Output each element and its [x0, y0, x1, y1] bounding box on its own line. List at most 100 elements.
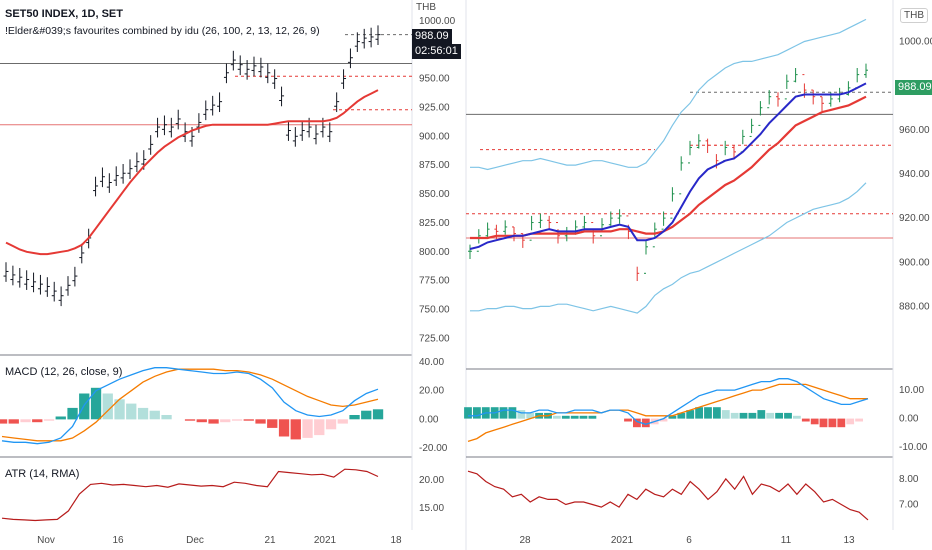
time-axis-tick-left: 2021	[314, 535, 337, 546]
atr-line-left	[1, 468, 379, 522]
macd-hist-bar-right	[668, 415, 677, 419]
macd-axis-tick-right: 0.00	[899, 414, 919, 425]
macd-hist-bar-right	[641, 418, 650, 428]
macd-hist-bar-right	[686, 410, 695, 419]
macd-hist-bar	[255, 419, 266, 424]
macd-axis-tick-left: -20.00	[419, 443, 448, 454]
macd-hist-bar	[302, 419, 313, 438]
macd-hist-bar-right	[499, 407, 508, 419]
time-axis-tick-left: Nov	[37, 535, 55, 546]
price-axis-tick-left: 800.00	[419, 247, 450, 258]
price-axis-tick-left: 900.00	[419, 131, 450, 142]
currency-button-right[interactable]: THB	[900, 8, 928, 23]
ema-slow-line-left	[5, 89, 379, 256]
price-axis-tick-right: 960.00	[899, 125, 930, 136]
macd-hist-bar-right	[517, 410, 526, 419]
currency-label-left: THB	[416, 2, 436, 13]
macd-hist-bar-right	[855, 418, 863, 422]
macd-hist-bar-right	[464, 407, 472, 419]
macd-hist-bar-right	[473, 407, 481, 419]
macd-line-right	[468, 378, 869, 425]
price-axis-tick-left: 725.00	[419, 333, 450, 344]
price-axis-tick-left: 775.00	[419, 276, 450, 287]
countdown-label: 02:56:01	[412, 44, 461, 59]
time-axis-tick-left: 18	[390, 535, 402, 546]
macd-axis-tick-left: 40.00	[419, 357, 444, 368]
macd-hist-bar-right	[721, 410, 730, 419]
macd-hist-bar-right	[561, 415, 570, 419]
indicator-title[interactable]: !Elder&#039;s favourites combined by idu…	[5, 25, 320, 37]
macd-title[interactable]: MACD (12, 26, close, 9)	[5, 366, 123, 378]
macd-hist-bar-right	[579, 415, 588, 419]
macd-hist-bar-right	[739, 412, 748, 419]
macd-hist-bar	[137, 407, 149, 420]
time-axis-tick-right: 11	[781, 535, 792, 546]
atr-axis-tick-right: 7.00	[899, 500, 919, 511]
macd-hist-bar	[337, 419, 348, 424]
atr-axis-tick-left: 15.00	[419, 503, 444, 514]
price-axis-tick-left: 750.00	[419, 305, 450, 316]
macd-hist-bar	[278, 419, 290, 437]
price-axis-tick-left: 825.00	[419, 218, 450, 229]
last-price-label-right: 988.09	[895, 80, 932, 95]
macd-hist-bar	[220, 419, 231, 423]
time-axis-tick-left: 16	[112, 535, 124, 546]
price-axis-tick-right: 900.00	[899, 257, 930, 268]
time-axis-tick-left: 21	[264, 535, 276, 546]
time-axis-tick-right: 28	[519, 535, 531, 546]
bollinger-upper-line	[470, 18, 867, 171]
macd-hist-bar	[55, 416, 66, 420]
macd-hist-bar-right	[588, 415, 597, 419]
macd-hist-bar-right	[766, 412, 775, 419]
macd-hist-bar	[43, 419, 55, 421]
macd-hist-bar	[114, 399, 125, 420]
price-axis-tick-right: 940.00	[899, 169, 930, 180]
price-axis-tick-left: 850.00	[419, 189, 450, 200]
ema-slow-line-right	[470, 95, 867, 240]
bollinger-lower-line	[470, 182, 867, 314]
macd-hist-bar-right	[508, 407, 517, 419]
macd-hist-bar	[32, 419, 43, 423]
ema-fast-line-right	[469, 82, 867, 250]
macd-hist-bar	[161, 415, 172, 420]
macd-hist-bar-right	[633, 418, 641, 428]
macd-hist-bar	[243, 419, 254, 421]
macd-hist-bar-right	[713, 407, 721, 419]
price-axis-tick-right: 920.00	[899, 213, 930, 224]
macd-hist-bar-right	[793, 415, 801, 419]
macd-hist-bar-right	[757, 410, 766, 419]
time-axis-tick-left: Dec	[186, 535, 204, 546]
atr-axis-tick-right: 8.00	[899, 474, 919, 485]
chart-title: SET50 INDEX, 1D, SET	[5, 8, 123, 20]
macd-hist-bar	[184, 419, 196, 421]
atr-axis-tick-left: 20.00	[419, 475, 444, 486]
macd-hist-bar-right	[748, 412, 757, 419]
macd-hist-bar	[102, 393, 113, 420]
macd-hist-bar	[196, 419, 207, 423]
macd-hist-bar-right	[819, 418, 828, 428]
macd-hist-bar-right	[704, 407, 712, 419]
macd-hist-bar	[372, 409, 384, 420]
macd-hist-bar-right	[775, 412, 783, 419]
time-axis-tick-right: 6	[686, 535, 692, 546]
macd-hist-bar-right	[695, 407, 703, 419]
macd-hist-bar-right	[526, 412, 535, 419]
macd-hist-bar-right	[810, 418, 819, 425]
macd-hist-bar	[361, 410, 372, 420]
price-axis-tick-left: 925.00	[419, 102, 450, 113]
macd-hist-bar	[67, 407, 78, 420]
macd-hist-bar-right	[659, 418, 668, 422]
macd-axis-tick-right: -10.00	[899, 442, 928, 453]
atr-title[interactable]: ATR (14, RMA)	[5, 468, 80, 480]
macd-axis-tick-left: 0.00	[419, 414, 439, 425]
macd-hist-bar	[126, 403, 137, 420]
macd-hist-bar-right	[801, 418, 810, 422]
price-axis-tick-left: 1000.00	[419, 16, 456, 27]
macd-hist-bar-right	[846, 418, 855, 425]
macd-hist-bar	[267, 419, 278, 428]
price-axis-tick-left: 875.00	[419, 160, 450, 171]
atr-line-right	[467, 470, 869, 521]
macd-hist-bar	[314, 419, 325, 436]
macd-axis-tick-right: 10.00	[899, 385, 924, 396]
